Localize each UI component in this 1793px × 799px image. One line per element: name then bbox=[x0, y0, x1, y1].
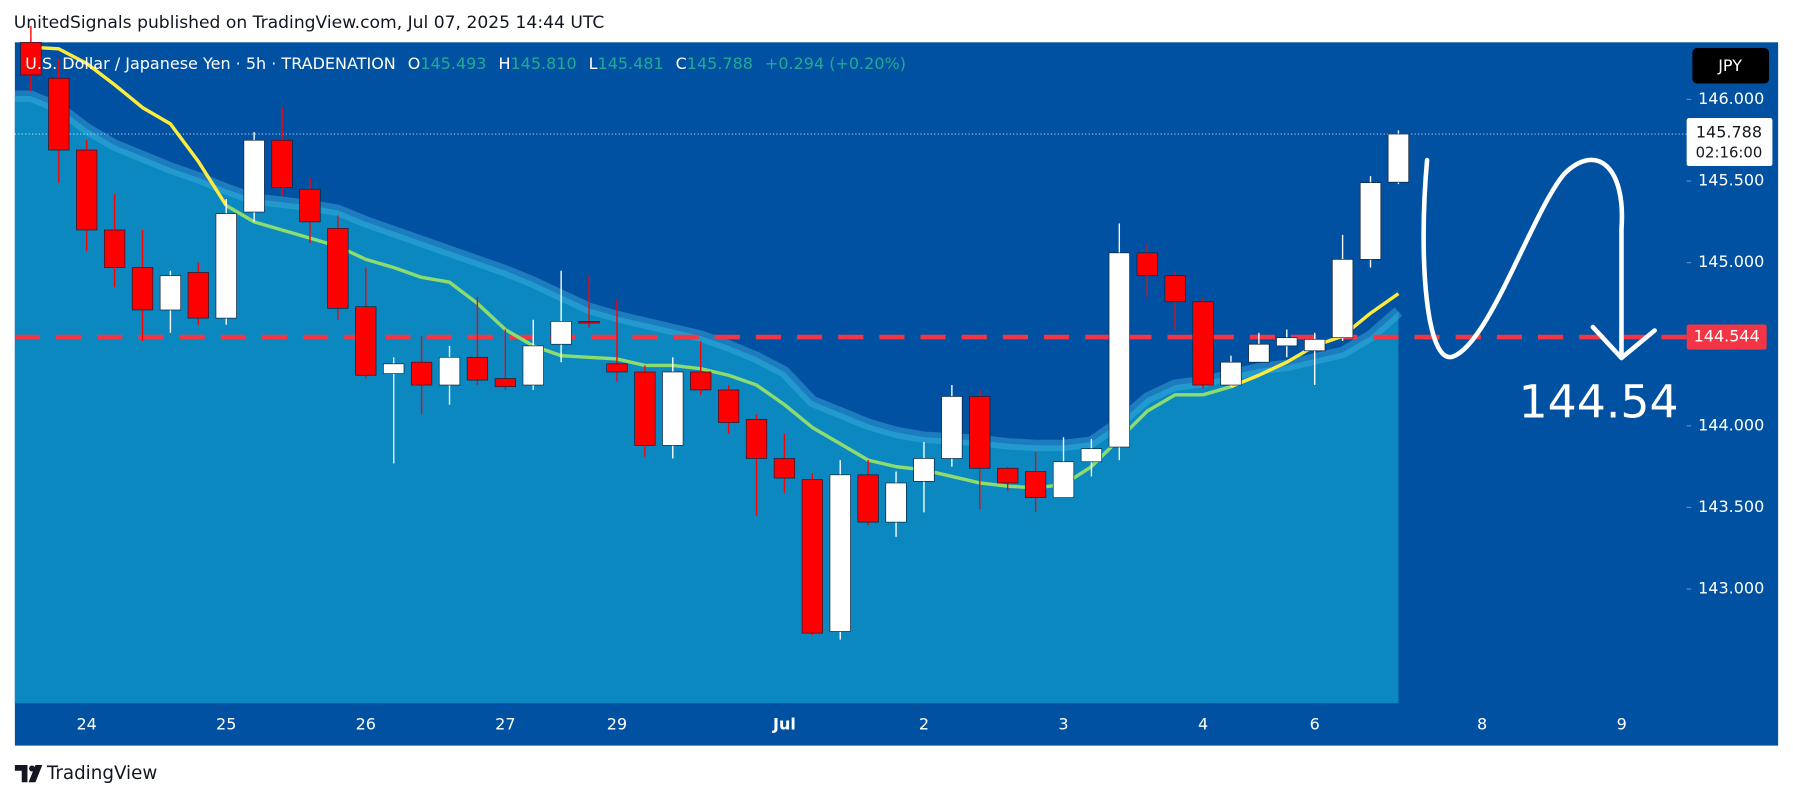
candle-body bbox=[494, 378, 516, 388]
x-tick-label: 9 bbox=[1617, 715, 1627, 734]
candle-body bbox=[717, 389, 740, 423]
x-tick-label: 3 bbox=[1058, 715, 1068, 734]
price-label: 145.788 bbox=[1696, 122, 1762, 141]
candle-body bbox=[131, 267, 154, 311]
x-tick-label: 27 bbox=[495, 715, 515, 734]
logo-slash bbox=[28, 765, 43, 783]
candle-body bbox=[745, 418, 768, 459]
candle-body bbox=[466, 356, 489, 381]
candle-body bbox=[103, 229, 126, 268]
candle-body bbox=[522, 345, 544, 386]
legend-low: 145.481 bbox=[598, 54, 664, 73]
candle-body bbox=[801, 479, 823, 634]
candle-body bbox=[327, 228, 349, 309]
candle-body bbox=[690, 371, 712, 391]
y-tick-label: 144.000 bbox=[1698, 415, 1764, 434]
y-tick-label: 145.500 bbox=[1698, 171, 1764, 190]
y-tick-label: 143.000 bbox=[1698, 579, 1764, 598]
candle-body bbox=[578, 321, 600, 324]
candle-body bbox=[215, 213, 237, 319]
candle-body bbox=[438, 356, 461, 386]
candle-body bbox=[76, 149, 98, 231]
legend-high-label: H bbox=[498, 54, 510, 73]
candle-body bbox=[1331, 259, 1354, 339]
x-tick-label: 6 bbox=[1310, 715, 1320, 734]
logo-mark bbox=[14, 765, 28, 783]
candle-body bbox=[1080, 448, 1103, 463]
candle-body bbox=[1108, 252, 1130, 448]
candle-body bbox=[48, 77, 70, 151]
legend-title: U.S. Dollar / Japanese Yen · 5h · TRADEN… bbox=[25, 54, 396, 73]
candle-body bbox=[1387, 133, 1410, 183]
candle-body bbox=[299, 188, 321, 223]
area-edge bbox=[14, 90, 1403, 452]
arrow-head bbox=[1590, 324, 1657, 361]
brand: TradingView bbox=[46, 763, 157, 784]
countdown-label: 02:16:00 bbox=[1696, 143, 1763, 161]
plot-area: 146.000 145.500 145.000 144.000 143.500 143.0… bbox=[14, 25, 1773, 734]
legend: U.S. Dollar / Japanese Yen · 5h · TRADEN… bbox=[25, 54, 906, 73]
y-tick-label: 143.500 bbox=[1698, 497, 1764, 516]
x-tick-label: 8 bbox=[1477, 715, 1487, 734]
candle-body bbox=[410, 361, 433, 386]
candle-body bbox=[1220, 361, 1242, 386]
candle-body bbox=[1024, 471, 1047, 498]
candle-body bbox=[969, 396, 991, 469]
candle-body bbox=[634, 371, 656, 446]
legend-close: 145.788 bbox=[687, 54, 753, 73]
hand-drawn-arrow bbox=[1421, 157, 1625, 360]
candle-body bbox=[383, 363, 405, 374]
x-tick-label: 29 bbox=[607, 715, 627, 734]
x-tick-label: Jul bbox=[772, 715, 796, 734]
level-label-box bbox=[1686, 324, 1767, 350]
legend-high: 145.810 bbox=[510, 54, 576, 73]
candle-body bbox=[271, 139, 293, 188]
x-tick-label: 24 bbox=[77, 715, 97, 734]
candle-body bbox=[1136, 252, 1158, 277]
candle-body bbox=[997, 467, 1019, 484]
candle-body bbox=[1304, 338, 1326, 352]
candle-body bbox=[355, 306, 377, 376]
y-tick-label: 145.000 bbox=[1698, 252, 1764, 271]
level-label: 144.544 bbox=[1694, 327, 1760, 346]
candle-body bbox=[1248, 343, 1270, 363]
candle-body bbox=[550, 321, 572, 345]
y-tick-label: 146.000 bbox=[1698, 89, 1764, 108]
byline: UnitedSignals published on TradingView.c… bbox=[14, 13, 605, 33]
candle-body bbox=[243, 139, 265, 213]
legend-change: +0.294 (+0.20%) bbox=[765, 54, 906, 73]
currency-label[interactable]: JPY bbox=[1717, 56, 1742, 75]
tradingview-logo: TradingView bbox=[14, 763, 157, 784]
candle-body bbox=[606, 363, 628, 373]
candle-body bbox=[857, 474, 879, 523]
candle-body bbox=[187, 272, 209, 319]
candle-body bbox=[20, 41, 42, 76]
area bbox=[14, 96, 1399, 704]
candle-body bbox=[1052, 461, 1075, 498]
legend-low-label: L bbox=[589, 54, 598, 73]
candle-body bbox=[773, 458, 796, 479]
legend-close-label: C bbox=[676, 54, 687, 73]
candle-body bbox=[885, 482, 907, 523]
legend-open-label: O bbox=[408, 54, 421, 73]
candle-body bbox=[1164, 275, 1186, 303]
candle-body bbox=[159, 275, 182, 311]
x-tick-label: 26 bbox=[356, 715, 376, 734]
price-label-box bbox=[1686, 118, 1773, 167]
candle-body bbox=[1276, 337, 1298, 347]
candle-body bbox=[829, 474, 851, 632]
target-annotation: 144.54 bbox=[1519, 375, 1679, 428]
candle-body bbox=[941, 396, 963, 459]
candle-body bbox=[1359, 182, 1382, 260]
candle-body bbox=[662, 371, 684, 446]
currency-button[interactable] bbox=[1692, 48, 1769, 84]
candle-body bbox=[1192, 301, 1214, 386]
x-tick-label: 25 bbox=[216, 715, 236, 734]
x-tick-label: 2 bbox=[919, 715, 929, 734]
x-tick-label: 4 bbox=[1198, 715, 1208, 734]
candle-body bbox=[913, 458, 935, 482]
legend-open: 145.493 bbox=[420, 54, 486, 73]
